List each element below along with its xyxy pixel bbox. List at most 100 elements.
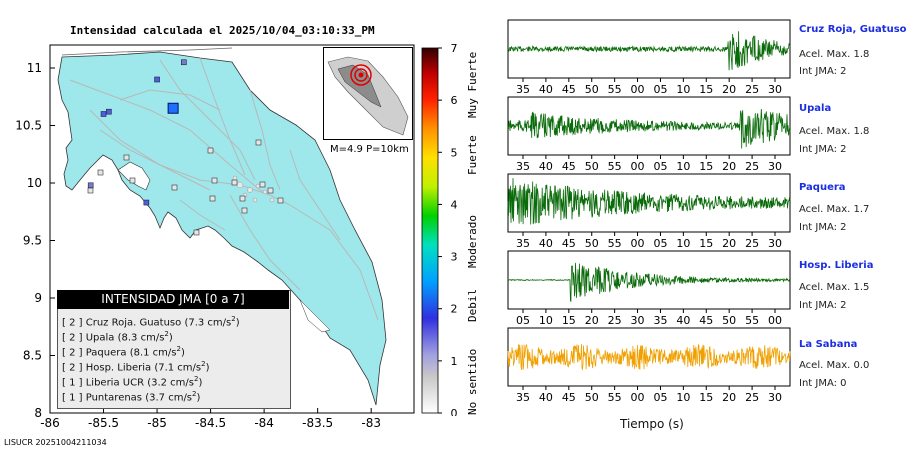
station-name: Upala [799,103,832,114]
seismogram-tick-label: 40 [676,314,690,327]
seismogram-tick-label: 20 [722,237,736,250]
station-jma: Int JMA: 2 [799,144,847,155]
magnitude-depth-label: M=4.9 P=10km [330,144,409,155]
map-title: Intensidad calculada el 2025/10/04_03:10… [70,24,375,37]
colorbar-tick-label: 2 [451,303,458,316]
seismogram-tick-label: 40 [539,391,553,404]
station-acel: Acel. Max. 0.0 [799,360,870,371]
inset-map [323,47,413,140]
seismogram-tick-label: 10 [676,83,690,96]
seismogram-tick-label: 50 [722,314,736,327]
colorbar-label-muy-fuerte: Muy Fuerte [466,51,479,118]
seismogram-tick-label: 15 [699,83,713,96]
seismogram-tick-label: 40 [539,160,553,173]
map-x-tick-label: -84 [254,416,274,430]
seismogram-tick-label: 30 [631,314,645,327]
legend-row: [ 2 ] Hosp. Liberia (7.1 cm/s2) [62,360,210,374]
station-acel: Acel. Max. 1.8 [799,49,870,60]
colorbar-label-moderado: Moderado [466,215,479,268]
map-y-tick-label: 9 [34,291,42,305]
station-marker [87,182,94,189]
seismogram-tick-label: 05 [653,83,667,96]
seismogram-tick-label: 50 [585,83,599,96]
seismogram-tick-label: 00 [631,391,645,404]
colorbar-tick-label: 6 [451,94,458,107]
map-y-axis: 8 8.5 9 9.5 10 10.5 11 [15,61,55,420]
station-marker [154,76,160,83]
seismogram-trace [507,31,791,71]
seismogram-trace [507,108,791,149]
seismogram-tick-label: 45 [562,391,576,404]
station-jma: Int JMA: 0 [799,378,847,389]
seismogram-tick-label: 20 [722,160,736,173]
colorbar-label-fuerte: Fuerte [466,135,479,175]
map-x-tick-label: -85.5 [88,416,119,430]
seismogram-tick-label: 35 [516,83,530,96]
seismogram-panel: 35 40 45 50 55 00 05 10 15 20 25 30 [507,327,791,404]
legend-panel [57,290,291,409]
station-acel: Acel. Max. 1.7 [799,204,870,215]
map-x-axis: -86 -85.5 -85 -84.5 -84 -83.5 -83 [40,408,381,430]
map-y-tick-label: 11 [27,61,42,75]
seismogram-panels: 35 40 45 50 55 00 05 10 15 20 25 30 35 40 45 50 55 00 05 10… [507,19,791,404]
map-y-tick-label: 8.5 [23,349,42,363]
seismogram-tick-label: 45 [562,83,576,96]
station-markers [87,139,284,236]
seismogram-tick-label: 05 [653,237,667,250]
map-y-tick-label: 9.5 [23,234,42,248]
legend-row: [ 1 ] Puntarenas (3.7 cm/s2) [62,390,201,404]
seismogram-panel: 35 40 45 50 55 00 05 10 15 20 25 30 [507,96,791,173]
colorbar-label-no-sentido: No sentido [466,348,479,415]
seismogram-tick-label: 15 [562,314,576,327]
station-acel: Acel. Max. 1.5 [799,282,870,293]
seismogram-tick-label: 10 [676,391,690,404]
seismogram-tick-label: 00 [631,160,645,173]
station-name: Cruz Roja, Guatuso [799,24,907,35]
colorbar-tick-label: 7 [451,44,458,55]
station-marker [181,59,187,66]
seismogram-tick-label: 20 [722,83,736,96]
station-marker [143,199,150,206]
seismogram-tick-label: 15 [699,237,713,250]
seismogram-tick-label: 40 [539,237,553,250]
seismogram-tick-label: 35 [653,314,667,327]
seismogram-tick-label: 55 [608,160,622,173]
seismogram-tick-label: 55 [608,237,622,250]
seismogram-x-label: Tiempo (s) [620,417,684,431]
road-network [69,57,379,321]
seismogram-tick-label: 35 [516,391,530,404]
seismogram-tick-label: 10 [539,314,553,327]
seismogram-panel: 05 10 15 20 25 30 35 40 45 50 55 00 [507,250,791,327]
colorbar-tick-label: 5 [451,146,458,159]
seismogram-tick-label: 30 [768,391,782,404]
seismogram-trace [507,343,791,371]
seismogram-tick-label: 55 [745,314,759,327]
seismogram-tick-label: 30 [768,83,782,96]
legend-row: [ 2 ] Paquera (8.1 cm/s2) [62,345,185,359]
map-x-tick-label: -86 [40,416,60,430]
station-marker [106,108,112,115]
seismogram-tick-label: 50 [585,391,599,404]
seismogram-tick-label: 05 [653,391,667,404]
colorbar-tick-label: 0 [451,407,458,416]
map-x-tick-label: -85 [147,416,167,430]
map-x-tick-label: -83.5 [302,416,333,430]
seismogram-panel: 35 40 45 50 55 00 05 10 15 20 25 30 [507,173,791,250]
seismogram-tick-label: 25 [745,391,759,404]
seismogram-tick-label: 25 [745,160,759,173]
seismogram-tick-label: 00 [631,83,645,96]
seismogram-tick-label: 00 [768,314,782,327]
seismogram-tick-label: 05 [516,314,530,327]
seismogram-tick-label: 45 [562,160,576,173]
seismogram-trace [507,262,791,302]
colorbar-tick-label: 3 [451,251,458,264]
map-y-tick-label: 10 [27,176,42,190]
seismogram-tick-label: 55 [608,83,622,96]
seismogram-tick-label: 50 [585,160,599,173]
seismogram-tick-label: 25 [745,83,759,96]
station-name: Hosp. Liberia [799,260,874,271]
intensity-stations [87,59,187,206]
seismogram-tick-label: 20 [585,314,599,327]
seismogram-tick-label: 50 [585,237,599,250]
map-x-tick-label: -84.5 [195,416,226,430]
